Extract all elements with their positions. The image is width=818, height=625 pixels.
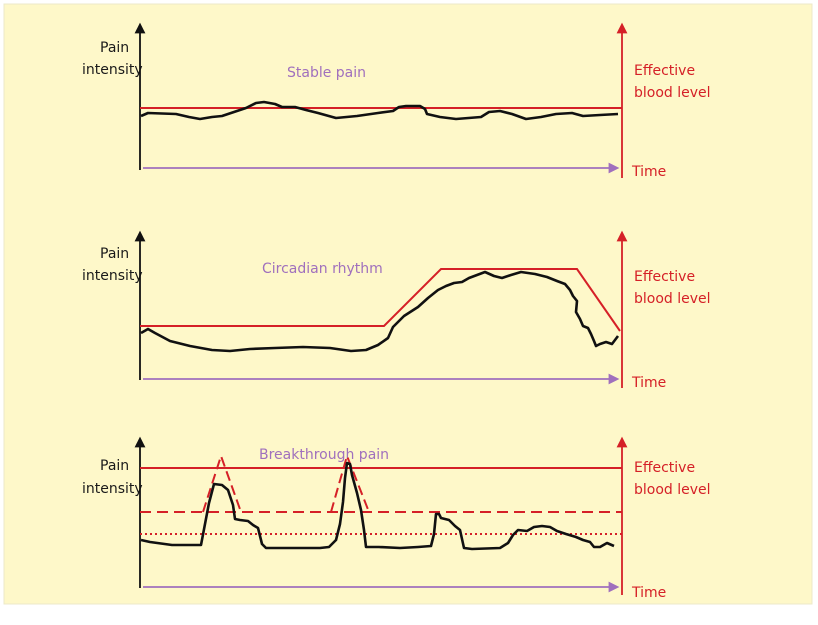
breakthrough-dose-peak-1 [202, 452, 242, 513]
panel-breakthrough-pain: Pain intensity Breakthrough pain Effecti… [82, 436, 711, 601]
right-axis-label-line2: blood level [634, 85, 711, 101]
right-axis-label-line1: Effective [634, 63, 695, 79]
time-axis-label: Time [631, 375, 666, 391]
y-axis-label-line1: Pain [100, 40, 129, 56]
time-axis-label: Time [631, 585, 666, 601]
right-axis-label-line2: blood level [634, 291, 711, 307]
y-axis-label-line2: intensity [82, 268, 143, 284]
y-axis-label-line1: Pain [100, 246, 129, 262]
panel-title: Stable pain [287, 65, 366, 81]
effective-level-line [140, 268, 621, 332]
y-axis-label-line1: Pain [100, 458, 129, 474]
pain-curve [140, 461, 615, 551]
diagram-background [3, 3, 813, 605]
y-axis-label-line2: intensity [82, 62, 143, 78]
panel-title: Circadian rhythm [262, 261, 383, 277]
pain-curve [140, 100, 619, 121]
right-axis-label-line1: Effective [634, 269, 695, 285]
time-axis-label: Time [631, 164, 666, 180]
y-axis-label-line2: intensity [82, 481, 143, 497]
panel-circadian-rhythm: Pain intensity Circadian rhythm Effectiv… [82, 230, 711, 391]
right-axis-label-line1: Effective [634, 460, 695, 476]
panel-stable-pain: Pain intensity Stable pain Effective blo… [82, 22, 711, 180]
pain-curve [140, 270, 620, 353]
panel-title: Breakthrough pain [259, 447, 389, 463]
breakthrough-dose-peak-2 [330, 452, 370, 513]
right-axis-label-line2: blood level [634, 482, 711, 498]
